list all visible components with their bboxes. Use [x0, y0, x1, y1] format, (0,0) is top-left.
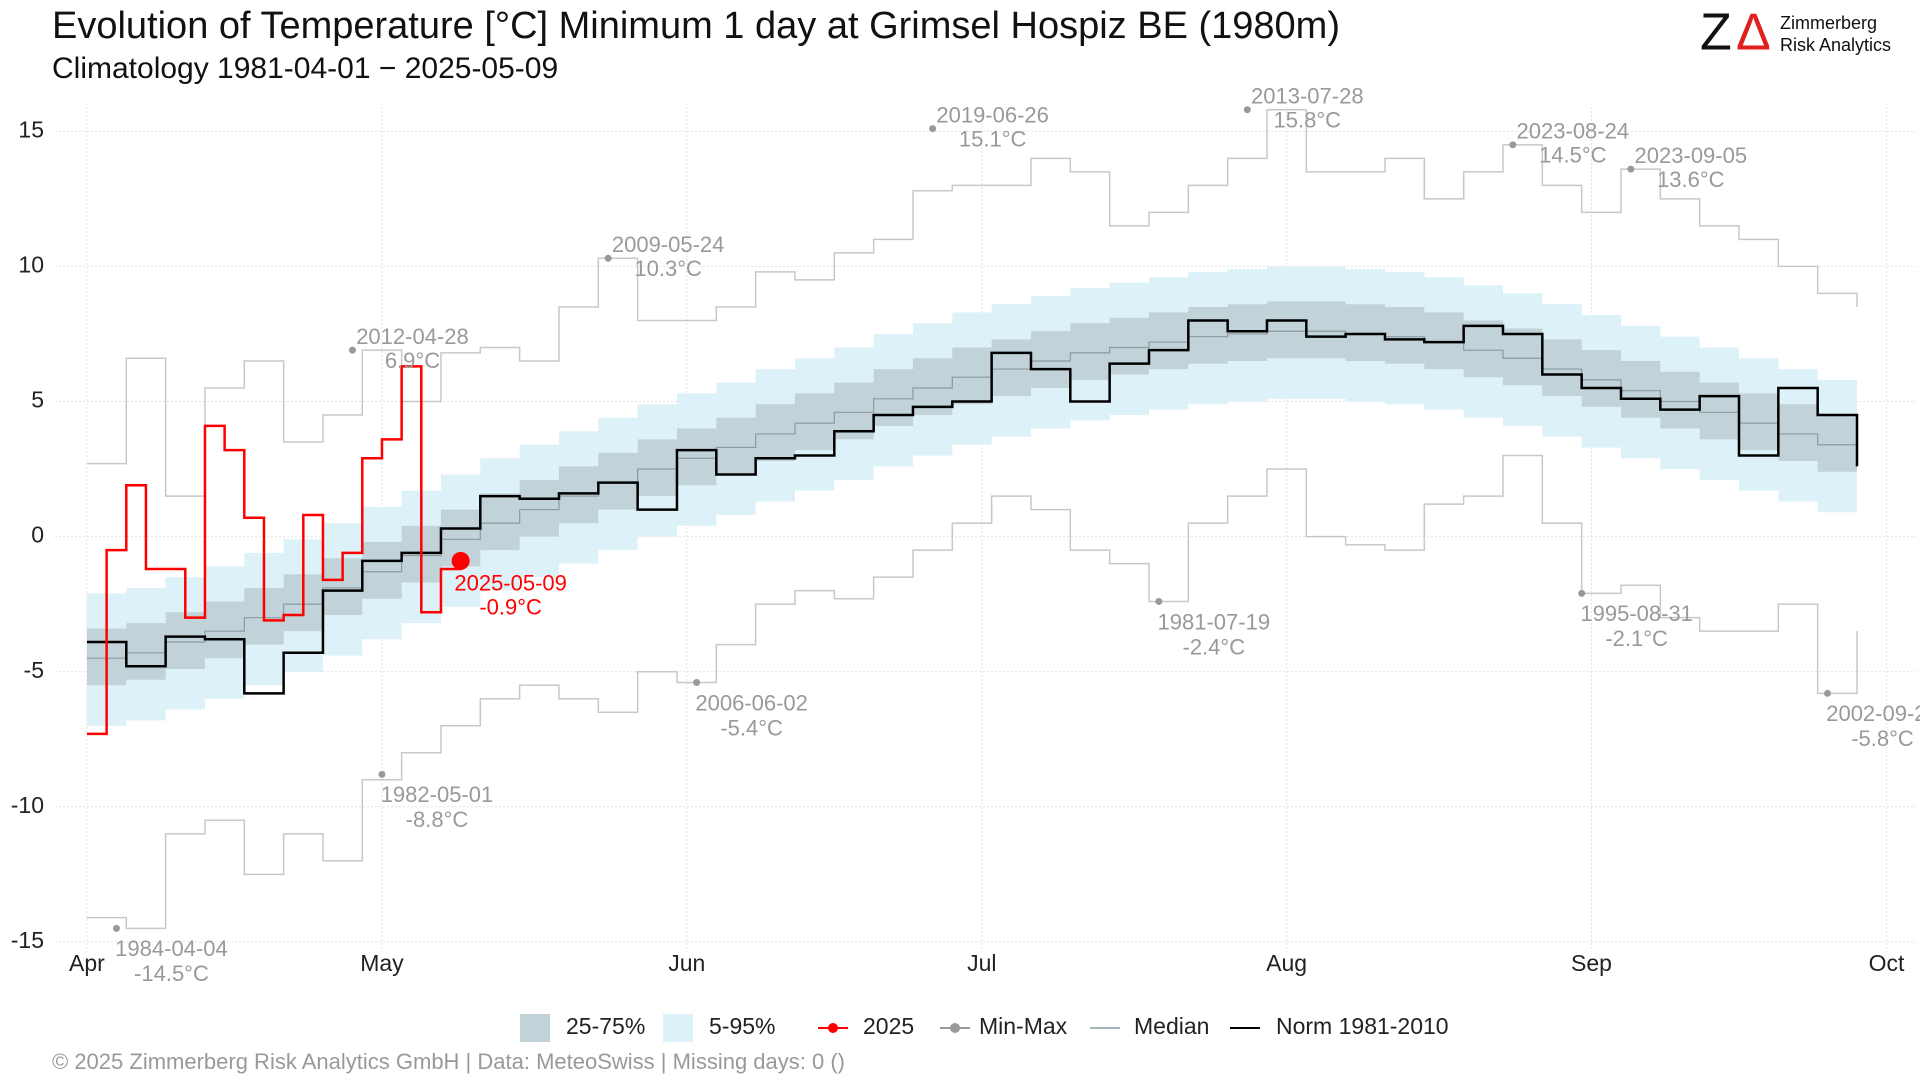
annotation-date: 1995-08-31 [1580, 601, 1693, 626]
annotation-value: -14.5°C [134, 961, 209, 986]
annotation-value: -2.1°C [1605, 626, 1668, 651]
band [86, 266, 1857, 726]
annotation-date: 1982-05-01 [381, 782, 494, 807]
legend-swatch [520, 1014, 550, 1042]
annotation-value: 14.5°C [1539, 143, 1607, 168]
annotation-value: -2.4°C [1183, 634, 1246, 659]
logo-letter: Z [1700, 4, 1732, 62]
annotation-date: 1981-07-19 [1158, 609, 1271, 634]
record-dot [604, 254, 612, 262]
x-tick-label: Aug [1266, 950, 1307, 976]
annotation-value: -5.8°C [1851, 726, 1914, 751]
y-tick-label: 5 [31, 387, 44, 413]
annotation-date: 2009-05-24 [612, 232, 725, 257]
annotation-date: 2023-09-05 [1635, 143, 1748, 168]
chart-subtitle: Climatology 1981-04-01 − 2025-05-09 [52, 52, 558, 85]
record-dot [348, 346, 356, 354]
record-dot [693, 679, 701, 687]
y-tick-label: 0 [31, 522, 44, 548]
annotation-date: 2023-08-24 [1517, 119, 1630, 144]
series-line [86, 365, 462, 736]
y-tick-label: -15 [11, 927, 44, 953]
annotation-date: 2019-06-26 [936, 102, 1049, 127]
legend-label: Min-Max [979, 1013, 1068, 1039]
chart-title: Evolution of Temperature [°C] Minimum 1 … [52, 5, 1340, 47]
annotation-value: 10.3°C [634, 256, 702, 281]
legend-dot [828, 1023, 838, 1033]
current-dot [451, 551, 470, 570]
legend-label: Median [1134, 1013, 1209, 1039]
annotation-value: 15.1°C [959, 126, 1027, 151]
record-dot [378, 770, 386, 778]
record-dot [1509, 141, 1517, 149]
x-tick-label: Oct [1869, 950, 1905, 976]
x-tick-label: Jun [668, 950, 705, 976]
current-value: -0.9°C [479, 595, 542, 620]
x-tick-label: Jul [967, 950, 996, 976]
current-date: 2025-05-09 [454, 571, 567, 596]
logo-tagline: Risk Analytics [1780, 35, 1891, 55]
x-tick-label: Sep [1571, 950, 1612, 976]
annotation-value: 15.8°C [1274, 108, 1342, 133]
annotation-date: 2013-07-28 [1251, 84, 1364, 109]
record-dot [1627, 165, 1635, 173]
legend-label: 5-95% [709, 1013, 775, 1039]
legend-swatch [663, 1014, 693, 1042]
record-dot [1243, 106, 1251, 114]
legend-label: 25-75% [566, 1013, 645, 1039]
annotation-value: 13.6°C [1657, 167, 1725, 192]
y-tick-label: -5 [24, 657, 44, 683]
band [86, 301, 1857, 686]
footer: © 2025 Zimmerberg Risk Analytics GmbH | … [52, 1049, 845, 1074]
record-line [86, 108, 1858, 497]
series-line [86, 330, 1858, 659]
annotation-date: 1984-04-04 [115, 936, 228, 961]
record-dot [929, 125, 937, 133]
annotation-value: -8.8°C [406, 807, 469, 832]
annotation-date: 2002-09-25 [1826, 701, 1920, 726]
x-tick-label: Apr [69, 950, 105, 976]
logo-name: Zimmerberg [1780, 13, 1877, 33]
record-dot [1823, 689, 1831, 697]
record-dot [1155, 597, 1163, 605]
annotation-date: 2012-04-28 [356, 324, 469, 349]
record-line [86, 454, 1858, 930]
annotation-value: -5.4°C [720, 715, 783, 740]
y-tick-label: 15 [18, 116, 44, 142]
annotation-value: 6.9°C [385, 348, 440, 373]
legend-label: Norm 1981-2010 [1276, 1013, 1449, 1039]
logo-letter: Δ [1736, 4, 1771, 62]
x-tick-label: May [360, 950, 404, 976]
y-tick-label: 10 [18, 251, 44, 277]
legend-dot [950, 1023, 960, 1033]
legend-label: 2025 [863, 1013, 914, 1039]
y-tick-label: -10 [11, 792, 44, 818]
record-dot [1578, 589, 1586, 597]
record-dot [112, 924, 120, 932]
annotation-date: 2006-06-02 [695, 690, 808, 715]
series-line [86, 319, 1859, 695]
